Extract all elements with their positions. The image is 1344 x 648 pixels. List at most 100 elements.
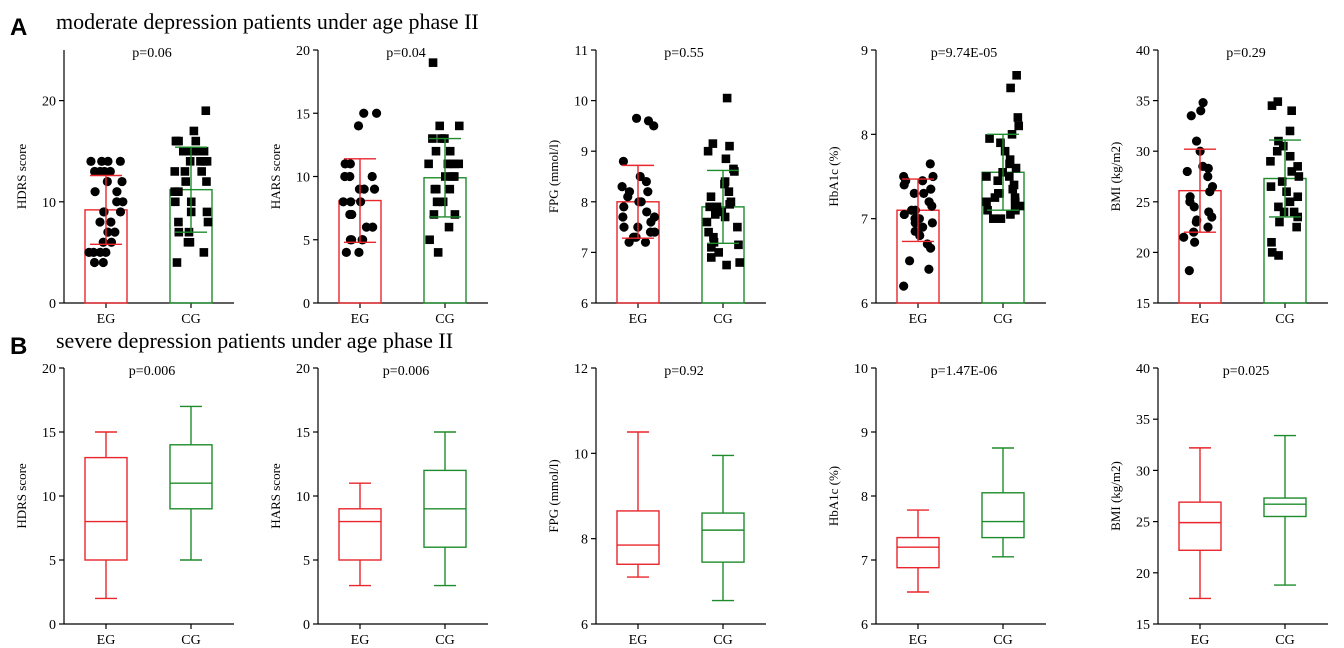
x-tick-label: CG	[713, 312, 732, 327]
y-tick-label: 5	[49, 554, 56, 569]
data-point-eg	[1191, 136, 1202, 146]
data-point-cg	[709, 237, 719, 247]
y-tick-label: 10	[296, 490, 310, 505]
data-point-eg	[112, 187, 122, 197]
data-point-eg	[643, 187, 653, 197]
data-point-cg	[1285, 151, 1295, 161]
y-tick-label: 11	[575, 44, 588, 59]
data-point-eg	[618, 212, 628, 222]
data-point-eg	[368, 222, 378, 232]
data-point-cg	[1282, 187, 1291, 196]
y-tick-label: 10	[42, 490, 56, 505]
x-tick-label: EG	[629, 312, 648, 327]
y-tick-label: 15	[296, 426, 310, 441]
y-tick-label: 5	[303, 554, 310, 569]
x-tick-label: CG	[993, 312, 1012, 327]
y-tick-label: 6	[861, 618, 868, 633]
data-point-eg	[924, 264, 934, 274]
data-point-cg	[194, 146, 204, 156]
data-point-cg	[203, 217, 213, 227]
data-point-cg	[1294, 172, 1304, 181]
y-tick-label: 8	[861, 490, 868, 505]
chart-a-4: 6 7 8 9 HbA1c (%) p=9.74E-05 EG CG	[826, 44, 1046, 327]
y-tick-label: 7	[581, 246, 588, 261]
box-eg	[616, 510, 660, 565]
data-point-eg	[649, 121, 659, 131]
data-point-cg	[1279, 207, 1289, 217]
data-point-cg	[1279, 141, 1288, 151]
data-point-cg	[1013, 113, 1023, 122]
data-point-cg	[733, 222, 742, 232]
y-tick-label: 25	[1136, 196, 1150, 211]
y-tick-label: 9	[581, 145, 588, 160]
data-point-cg	[1289, 207, 1299, 217]
data-point-cg	[725, 200, 734, 209]
data-point-eg	[1184, 266, 1194, 276]
y-tick-label: 10	[854, 362, 868, 377]
data-point-cg	[725, 141, 734, 151]
y-tick-label: 8	[581, 533, 588, 548]
data-point-cg	[435, 121, 445, 131]
y-tick-label: 6	[581, 618, 588, 633]
y-axis-label: FPG (mmol/l)	[546, 140, 561, 213]
y-tick-label: 0	[303, 297, 310, 312]
data-point-cg	[982, 172, 991, 181]
chart-a-2: 0 5 10 15 20 HARS score p=0.04 EG CG	[268, 44, 488, 327]
box-cg	[981, 492, 1025, 539]
data-point-eg	[112, 197, 122, 207]
data-point-eg	[99, 207, 109, 217]
chart-b-5: 15 20 25 30 35 40 BMI (kg/m2) p=0.025 EG CG	[1108, 362, 1328, 648]
data-point-eg	[618, 156, 629, 166]
data-point-eg	[899, 180, 909, 190]
y-tick-label: 40	[1136, 44, 1150, 59]
data-point-cg	[1008, 184, 1018, 194]
data-point-cg	[722, 260, 731, 270]
data-point-eg	[106, 217, 116, 227]
data-point-cg	[424, 159, 433, 169]
y-axis-label: HDRS score	[14, 463, 29, 529]
data-point-cg	[720, 212, 730, 222]
data-point-eg	[631, 113, 642, 123]
p-value: p=9.74E-05	[931, 46, 998, 61]
p-value: p=0.92	[664, 364, 703, 379]
y-tick-label: 35	[1136, 95, 1150, 110]
data-point-eg	[115, 156, 125, 166]
data-point-cg	[702, 217, 712, 227]
p-value: p=0.55	[664, 46, 703, 61]
data-point-cg	[191, 136, 201, 146]
box-eg	[84, 456, 128, 561]
y-tick-label: 0	[49, 618, 56, 633]
data-point-eg	[341, 247, 351, 257]
data-point-eg	[1203, 163, 1213, 174]
data-point-cg	[710, 210, 720, 219]
data-point-cg	[443, 159, 453, 169]
data-point-cg	[1287, 167, 1297, 176]
data-point-cg	[197, 167, 206, 176]
panel-letter-b: B	[10, 333, 28, 360]
data-point-eg	[338, 197, 348, 207]
data-point-eg	[927, 218, 937, 228]
chart-b-3: 6 8 10 12 FPG (mmol/l) p=0.92 EG CG	[546, 362, 766, 648]
data-point-cg	[199, 248, 209, 257]
data-point-cg	[993, 176, 1003, 186]
data-point-cg	[425, 235, 434, 245]
y-tick-label: 25	[1136, 516, 1150, 531]
data-point-cg	[178, 146, 188, 156]
y-tick-label: 9	[861, 426, 868, 441]
chart-a-5: 15 20 25 30 35 40 BMI (kg/m2) p=0.29 EG CG	[1108, 44, 1328, 327]
data-point-eg	[899, 209, 909, 220]
y-tick-label: 8	[861, 128, 868, 143]
p-value: p=0.06	[132, 46, 171, 61]
panel-b-title: severe depression patients under age pha…	[56, 328, 454, 353]
data-point-cg	[438, 197, 448, 207]
y-axis-label: HbA1c (%)	[826, 146, 841, 206]
y-tick-label: 5	[303, 234, 310, 249]
y-tick-label: 0	[303, 618, 310, 633]
data-point-cg	[1274, 251, 1283, 260]
data-point-cg	[1273, 97, 1283, 106]
data-point-cg	[202, 177, 211, 186]
data-point-cg	[1285, 126, 1295, 136]
x-tick-label: CG	[1275, 633, 1294, 648]
